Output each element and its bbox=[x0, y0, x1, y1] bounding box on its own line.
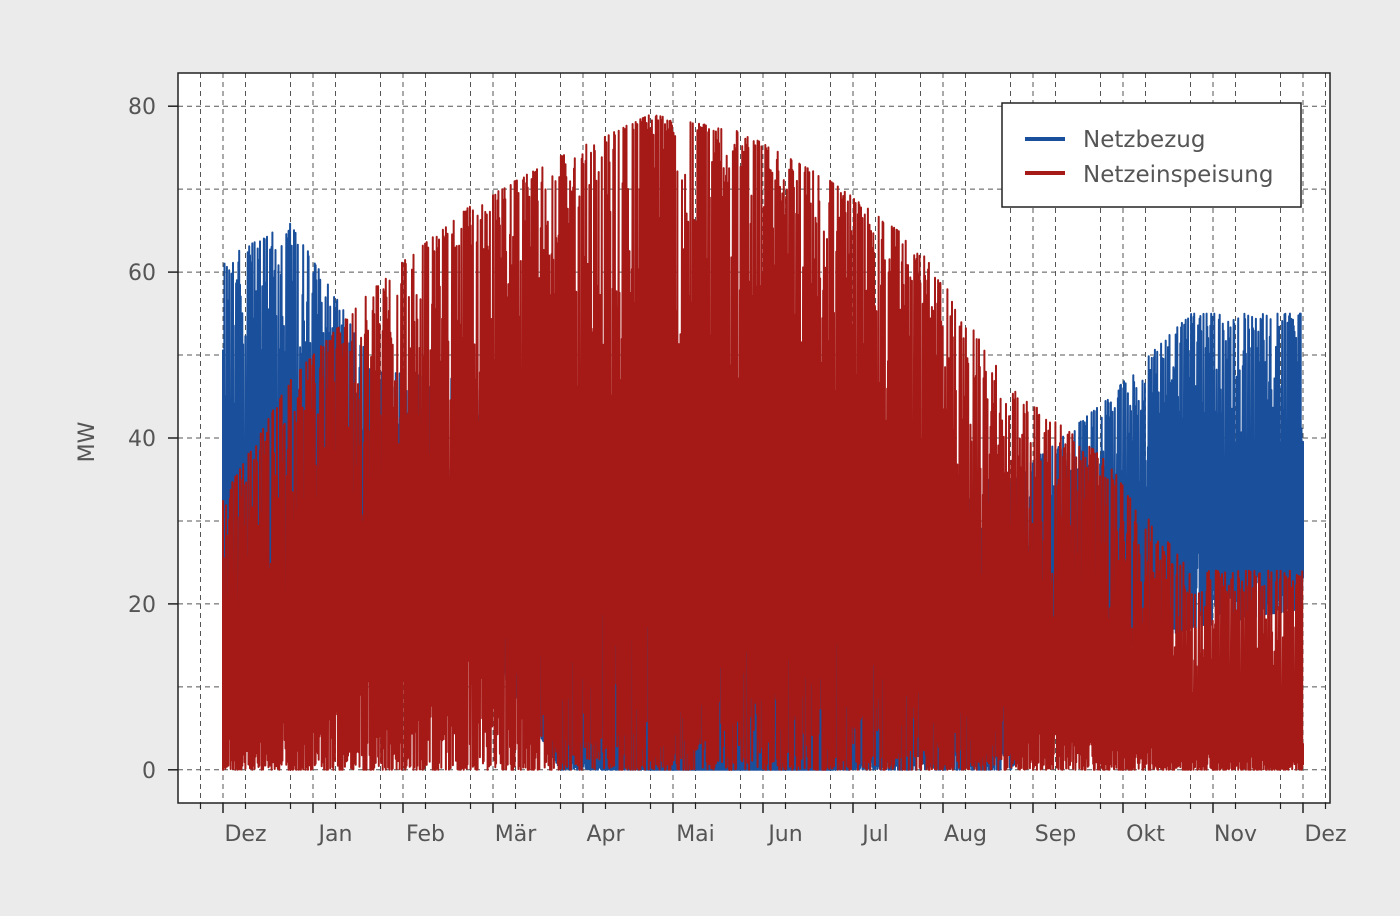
y-tick-label: 40 bbox=[128, 427, 156, 452]
x-tick-label: Sep bbox=[1035, 822, 1076, 847]
x-tick-label: Jul bbox=[860, 822, 889, 847]
series-area bbox=[222, 114, 1304, 771]
x-tick-label: Mär bbox=[495, 822, 537, 847]
legend-box bbox=[1001, 102, 1302, 208]
legend-label-netzbezug: Netzbezug bbox=[1083, 127, 1205, 153]
legend: Netzbezug Netzeinspeisung bbox=[1001, 102, 1302, 208]
axis-ticks bbox=[168, 105, 1327, 813]
x-tick-label: Mai bbox=[676, 822, 715, 847]
x-tick-label: Jan bbox=[317, 822, 353, 847]
axis-tick-labels: 0 20 40 60 80 Dez Jan Feb Mär Apr Mai Jun Jul Aug Sep O… bbox=[128, 95, 1347, 847]
y-tick-label: 80 bbox=[128, 95, 156, 120]
y-tick-label: 0 bbox=[142, 759, 156, 784]
x-tick-label: Apr bbox=[586, 822, 625, 847]
x-tick-label: Feb bbox=[406, 822, 445, 847]
legend-label-netzeinspeisung: Netzeinspeisung bbox=[1083, 162, 1273, 188]
y-axis-label: MW bbox=[75, 421, 100, 462]
x-tick-label: Okt bbox=[1126, 822, 1165, 847]
x-tick-label: Jun bbox=[766, 822, 802, 847]
y-tick-label: 60 bbox=[128, 261, 156, 286]
x-tick-label: Dez bbox=[1304, 822, 1346, 847]
y-tick-label: 20 bbox=[128, 593, 156, 618]
series-netzeinspeisung bbox=[222, 114, 1304, 771]
x-tick-label: Dez bbox=[224, 822, 266, 847]
x-tick-label: Aug bbox=[944, 822, 987, 847]
x-tick-label: Nov bbox=[1214, 822, 1257, 847]
